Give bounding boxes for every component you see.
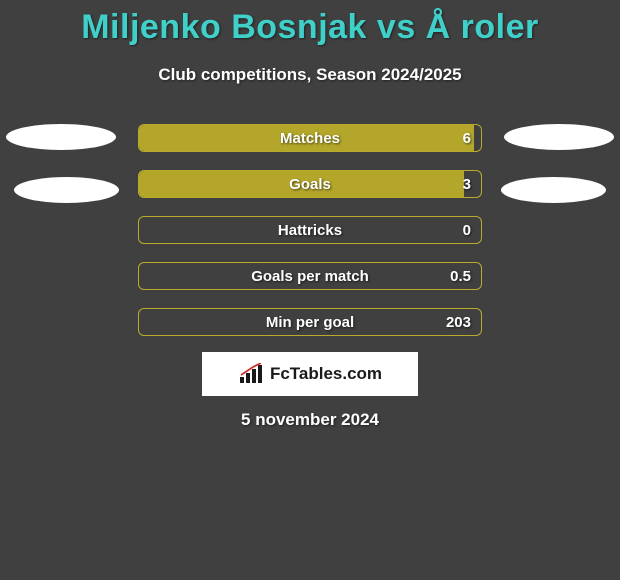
- stat-value: 0: [463, 217, 471, 243]
- stat-bar: Goals per match 0.5: [138, 262, 482, 290]
- page-subtitle: Club competitions, Season 2024/2025: [0, 65, 620, 85]
- ellipse-right-2: [501, 177, 606, 203]
- stat-bar: Matches 6: [138, 124, 482, 152]
- stat-label: Min per goal: [139, 309, 481, 335]
- stat-bars: Matches 6 Goals 3 Hattricks 0 Goals per …: [138, 124, 482, 354]
- stat-label: Goals: [139, 171, 481, 197]
- stat-bar: Hattricks 0: [138, 216, 482, 244]
- stat-label: Goals per match: [139, 263, 481, 289]
- stat-value: 3: [463, 171, 471, 197]
- stat-label: Hattricks: [139, 217, 481, 243]
- brand-logo[interactable]: FcTables.com: [202, 352, 418, 396]
- stat-bar: Min per goal 203: [138, 308, 482, 336]
- bar-chart-icon: [238, 363, 264, 385]
- stat-value: 6: [463, 125, 471, 151]
- ellipse-left-2: [14, 177, 119, 203]
- date-text: 5 november 2024: [0, 410, 620, 430]
- brand-text: FcTables.com: [270, 364, 382, 384]
- ellipse-left-1: [6, 124, 116, 150]
- stat-label: Matches: [139, 125, 481, 151]
- stat-value: 203: [446, 309, 471, 335]
- stat-value: 0.5: [450, 263, 471, 289]
- page-title: Miljenko Bosnjak vs Å roler: [0, 0, 620, 47]
- ellipse-right-1: [504, 124, 614, 150]
- stat-bar: Goals 3: [138, 170, 482, 198]
